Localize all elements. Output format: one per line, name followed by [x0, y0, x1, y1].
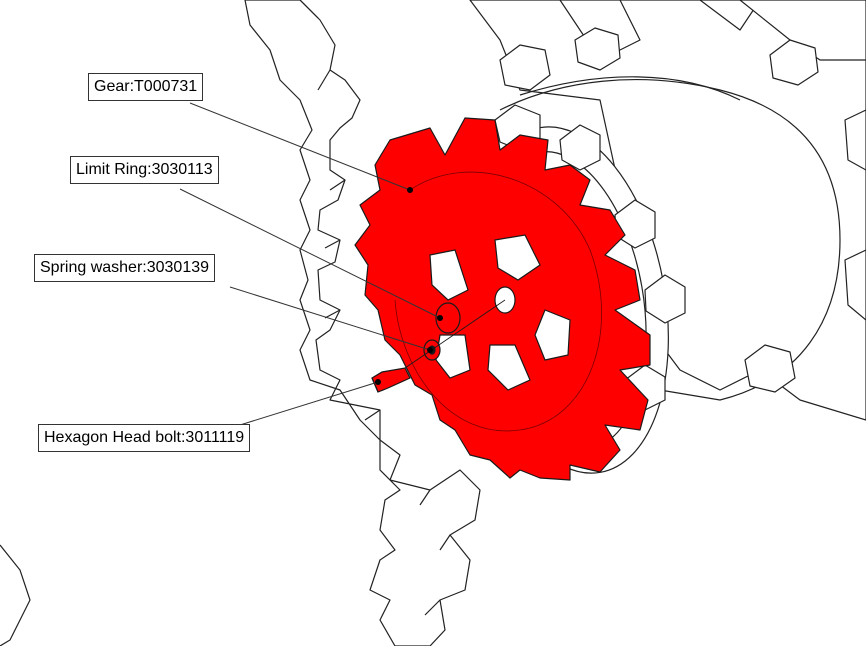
- callout-hexagon-head-bolt: Hexagon Head bolt:3011119: [38, 424, 251, 452]
- callout-limit-ring: Limit Ring:3030113: [70, 156, 219, 184]
- callout-spring-washer: Spring washer:3030139: [34, 254, 216, 282]
- callout-gear: Gear:T000731: [88, 73, 204, 101]
- leader-dots: [375, 187, 443, 385]
- gear-highlighted: [354, 117, 651, 481]
- leader-lines: [179, 102, 441, 426]
- gear-rack: [244, 0, 481, 646]
- left-part-outline: [0, 544, 31, 646]
